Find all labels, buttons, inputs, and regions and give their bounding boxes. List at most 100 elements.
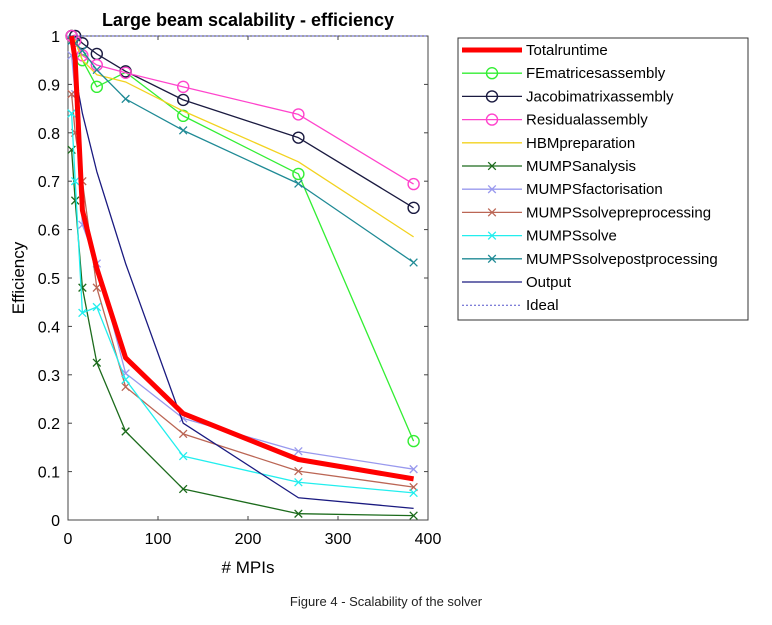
legend-label: Output [526, 274, 572, 291]
series-line [70, 149, 414, 517]
data-point [407, 177, 420, 191]
y-tick-label: 1 [51, 29, 60, 46]
y-tick-label: 0.3 [38, 368, 60, 385]
legend-label: MUMPSfactorisation [526, 181, 663, 198]
data-point [292, 131, 305, 144]
legend-box [457, 37, 749, 321]
legend: Totalruntime FEmatricesassembly Jacobimatr… [457, 37, 749, 321]
legend-label: MUMPSanalysis [526, 158, 636, 175]
series-line [70, 113, 414, 494]
data-point [78, 46, 87, 55]
data-point [92, 302, 102, 312]
data-point [67, 89, 76, 99]
legend-marker [485, 90, 499, 103]
x-axis-label: # MPIs [222, 558, 275, 577]
y-tick-label: 0.8 [38, 126, 60, 143]
legend-item-mumpssolvepreprocessing: MUMPSsolvepreprocessing [462, 204, 711, 221]
data-point [121, 427, 130, 436]
legend-item-mumpsanalysis: MUMPSanalysis [462, 158, 636, 175]
x-tick-label: 100 [145, 531, 172, 548]
data-point [178, 484, 188, 494]
legend-label: FEmatricesassembly [526, 65, 666, 82]
data-point [409, 488, 418, 498]
data-point [176, 80, 190, 94]
data-point [90, 80, 104, 94]
data-point [178, 126, 188, 135]
legend-item-ideal: Ideal [462, 297, 559, 314]
legend-marker [487, 231, 497, 240]
data-point [121, 94, 130, 104]
data-point [178, 451, 188, 461]
x-tick-label: 300 [325, 531, 352, 548]
x-tick-label: 400 [415, 531, 442, 548]
y-tick-label: 0.1 [38, 465, 60, 482]
data-point [292, 108, 305, 121]
data-point [407, 434, 420, 448]
legend-label: Jacobimatrixassembly [526, 88, 674, 105]
data-point [78, 308, 87, 318]
figure-caption: Figure 4 - Scalability of the solver [289, 594, 483, 609]
legend-marker [487, 184, 497, 194]
legend-item-fematricesassembly: FEmatricesassembly [462, 65, 666, 82]
data-point [292, 167, 305, 181]
data-point [409, 258, 418, 267]
series-line [70, 94, 414, 488]
legend-item-mumpssolvepostprocessing: MUMPSsolvepostprocessing [462, 251, 718, 268]
data-point [409, 511, 418, 520]
series-line [69, 35, 415, 482]
legend-marker [485, 113, 499, 126]
x-tick-label: 200 [235, 531, 262, 548]
y-tick-label: 0.9 [38, 77, 60, 94]
legend-marker [487, 254, 497, 264]
legend-marker [487, 161, 497, 171]
y-tick-label: 0.5 [38, 271, 60, 288]
series-mumpsanalysis [67, 145, 418, 520]
x-axis-ticks: 0 100 200 300 400 [64, 36, 442, 548]
data-point [121, 382, 130, 392]
data-point [407, 201, 420, 215]
y-tick-label: 0 [51, 513, 60, 530]
data-point [294, 466, 303, 476]
data-point [409, 464, 418, 474]
legend-label: HBMpreparation [526, 135, 635, 152]
data-point [67, 109, 76, 118]
data-point [119, 66, 132, 79]
legend-item-mumpsfactorisation: MUMPSfactorisation [462, 181, 663, 198]
legend-item-output: Output [462, 274, 572, 291]
series-layer [65, 29, 428, 520]
legend-item-mumpssolve: MUMPSsolve [462, 228, 617, 245]
plot-area [67, 35, 429, 521]
legend-item-hbmpreparation: HBMpreparation [462, 135, 635, 152]
x-tick-label: 0 [64, 531, 73, 548]
legend-marker [487, 208, 497, 217]
legend-label: MUMPSsolvepostprocessing [526, 251, 718, 268]
legend-label: MUMPSsolve [526, 228, 617, 245]
legend-marker [485, 66, 499, 80]
data-point [78, 283, 87, 292]
y-tick-label: 0.4 [38, 319, 60, 336]
series-mumpssolve [67, 109, 418, 498]
data-point [178, 429, 188, 439]
data-point [70, 176, 80, 186]
series-totalruntime [69, 35, 415, 482]
legend-label: Ideal [526, 297, 559, 314]
data-point [70, 196, 80, 205]
y-tick-label: 0.2 [38, 416, 60, 433]
y-tick-label: 0.7 [38, 174, 60, 191]
data-point [92, 65, 102, 75]
data-point [121, 375, 130, 384]
legend-label: Totalruntime [526, 42, 608, 59]
data-point [92, 283, 102, 292]
data-point [176, 93, 190, 107]
legend-item-totalruntime: Totalruntime [462, 42, 608, 59]
y-tick-label: 0.6 [38, 223, 60, 240]
legend-label: Residualassembly [526, 112, 648, 129]
data-point [92, 358, 102, 367]
data-point [294, 179, 303, 188]
data-point [294, 447, 303, 456]
legend-item-residualassembly: Residualassembly [462, 112, 648, 129]
y-axis-label: Efficiency [9, 241, 28, 314]
data-point [294, 509, 303, 518]
data-point [294, 477, 303, 487]
